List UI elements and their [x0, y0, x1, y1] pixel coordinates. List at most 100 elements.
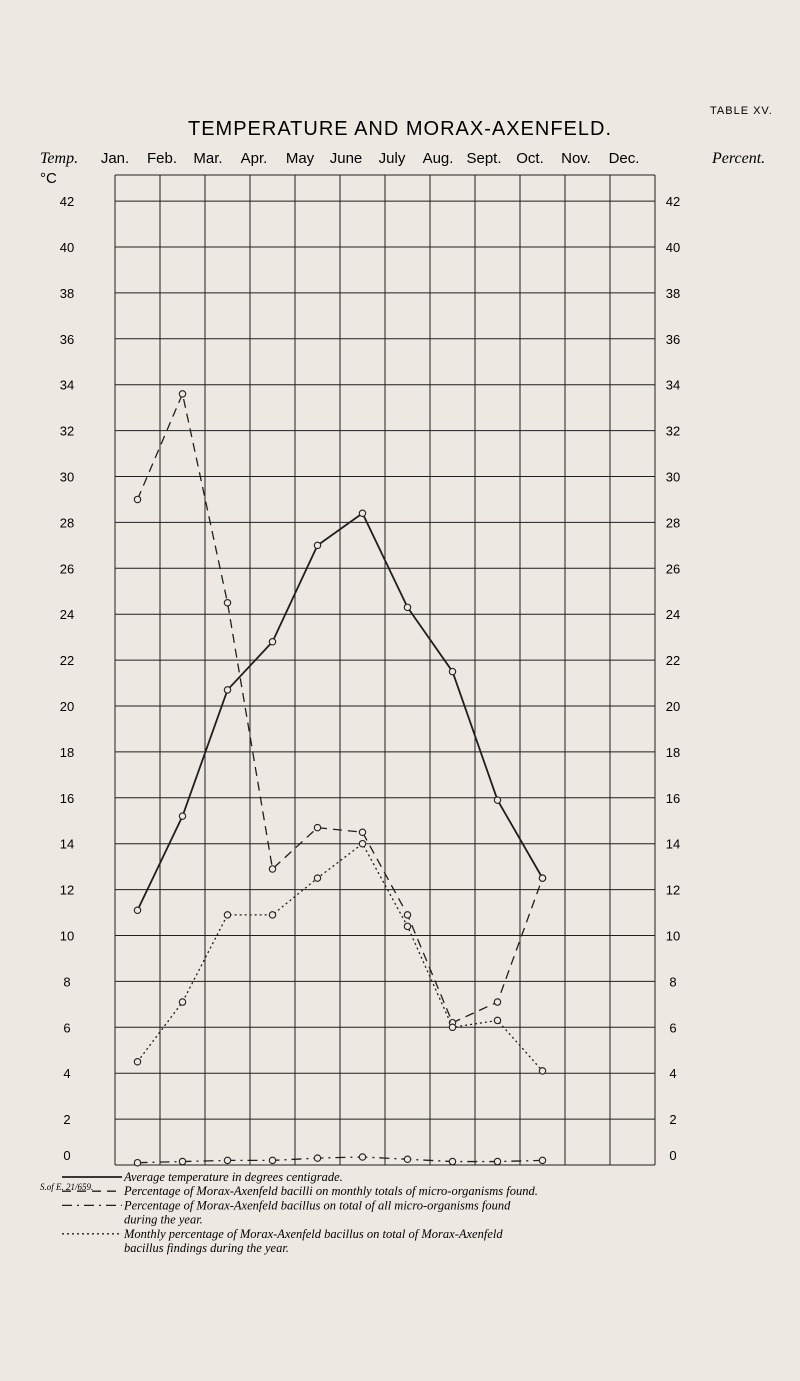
y-tick-right-36: 36 [666, 332, 680, 347]
series-2-point-9 [538, 1156, 547, 1165]
y-tick-right-2: 2 [669, 1112, 676, 1127]
y-tick-left-4: 4 [63, 1066, 70, 1081]
series-0-point-4 [313, 541, 322, 550]
legend-text-0: Average temperature in degrees centigrad… [123, 1170, 343, 1184]
series-1-point-6 [403, 911, 412, 919]
legend-text-2: Percentage of Morax-Axenfeld bacillus on… [123, 1198, 511, 1212]
y-tick-left-30: 30 [60, 470, 74, 485]
series-line-2 [137, 1156, 543, 1164]
series-3-point-1 [178, 998, 187, 1006]
month-label-4: May [286, 150, 315, 167]
chart-title: TEMPERATURE AND MORAX-AXENFELD. [188, 118, 612, 140]
legend-text-4: Monthly percentage of Morax-Axenfeld bac… [123, 1227, 503, 1241]
month-label-6: July [379, 150, 406, 167]
month-label-7: Aug. [423, 150, 454, 167]
month-label-1: Feb. [147, 150, 177, 167]
y-tick-left-8: 8 [63, 974, 70, 989]
y-tick-right-42: 42 [666, 194, 680, 209]
y-tick-left-12: 12 [60, 883, 74, 898]
series-1-point-0 [133, 495, 142, 504]
chart-grid [114, 174, 656, 1166]
y-tick-right-18: 18 [666, 745, 680, 760]
series-0-point-0 [133, 906, 142, 915]
y-tick-right-12: 12 [666, 883, 680, 898]
series-1-point-2 [223, 598, 232, 607]
celsius-label: °C [40, 170, 57, 187]
month-labels: Jan. Feb. Mar. Apr. May June July Aug. Sept. Oct.… [101, 150, 640, 167]
series-0-point-1 [178, 812, 187, 820]
y-tick-right-10: 10 [666, 929, 680, 944]
month-label-0: Jan. [101, 150, 129, 167]
y-tick-left-6: 6 [63, 1020, 70, 1035]
series-1-point-3 [268, 865, 277, 873]
series-2-point-2 [223, 1156, 232, 1165]
series-2-point-4 [313, 1154, 322, 1162]
series-1-point-5 [358, 828, 367, 836]
y-tick-right-6: 6 [669, 1020, 676, 1035]
y-tick-left-28: 28 [60, 515, 74, 530]
series-1-point-4 [313, 823, 322, 832]
y-tick-right-22: 22 [666, 653, 680, 668]
series-3-point-5 [358, 839, 367, 848]
y-tick-left-24: 24 [60, 607, 74, 622]
series-0-point-8 [493, 796, 502, 804]
chart-series [133, 390, 547, 1167]
y-tick-left-40: 40 [60, 240, 74, 255]
y-tick-right-16: 16 [666, 791, 680, 806]
series-line-0 [136, 511, 544, 911]
y-tick-right-14: 14 [666, 837, 680, 852]
y-tick-left-38: 38 [60, 286, 74, 301]
series-2-point-6 [403, 1155, 412, 1164]
y-tick-left-16: 16 [60, 791, 74, 806]
y-tick-right-8: 8 [669, 974, 676, 989]
series-1-point-8 [493, 998, 502, 1006]
series-0-point-7 [448, 667, 457, 676]
series-0-point-3 [268, 637, 277, 646]
series-2-point-8 [493, 1157, 502, 1166]
y-tick-right-38: 38 [666, 286, 680, 301]
month-label-2: Mar. [193, 150, 222, 167]
series-3-point-8 [493, 1016, 502, 1025]
series-line-1 [136, 391, 544, 1024]
series-3-point-9 [538, 1067, 547, 1075]
month-label-10: Nov. [561, 150, 591, 167]
series-3-point-2 [223, 911, 232, 919]
legend-text-5: bacillus findings during the year. [124, 1241, 289, 1255]
y-tick-right-0: 0 [669, 1148, 676, 1163]
y-tick-left-18: 18 [60, 745, 74, 760]
percent-label: Percent. [711, 150, 765, 167]
month-label-3: Apr. [241, 150, 268, 167]
y-tick-left-10: 10 [60, 929, 74, 944]
month-label-8: Sept. [466, 150, 501, 167]
y-tick-right-34: 34 [666, 378, 680, 393]
series-2-point-5 [358, 1153, 367, 1161]
series-2-point-7 [448, 1157, 457, 1166]
legend-text-3: during the year. [124, 1213, 203, 1227]
month-label-9: Oct. [516, 150, 544, 167]
y-tick-right-28: 28 [666, 515, 680, 530]
series-line-3 [136, 842, 543, 1072]
y-tick-left-20: 20 [60, 699, 74, 714]
y-tick-left-32: 32 [60, 424, 74, 439]
temp-label: Temp. [40, 150, 78, 167]
y-tick-right-32: 32 [666, 424, 680, 439]
y-tick-right-26: 26 [666, 561, 680, 576]
series-1-point-9 [538, 874, 547, 882]
y-tick-right-20: 20 [666, 699, 680, 714]
y-tick-left-42: 42 [60, 194, 74, 209]
series-3-point-3 [268, 911, 277, 919]
y-tick-left-2: 2 [63, 1112, 70, 1127]
y-tick-left-14: 14 [60, 837, 74, 852]
y-tick-left-34: 34 [60, 378, 74, 393]
y-tick-left-36: 36 [60, 332, 74, 347]
y-tick-left-26: 26 [60, 561, 74, 576]
table-label: TABLE XV. [710, 105, 773, 117]
series-3-point-0 [133, 1057, 142, 1066]
series-0-point-5 [358, 509, 367, 517]
y-tick-right-30: 30 [666, 470, 680, 485]
series-3-point-4 [313, 874, 322, 882]
archive-stamp: S.of E. 21/659. [40, 1182, 93, 1192]
series-0-point-2 [223, 686, 232, 694]
